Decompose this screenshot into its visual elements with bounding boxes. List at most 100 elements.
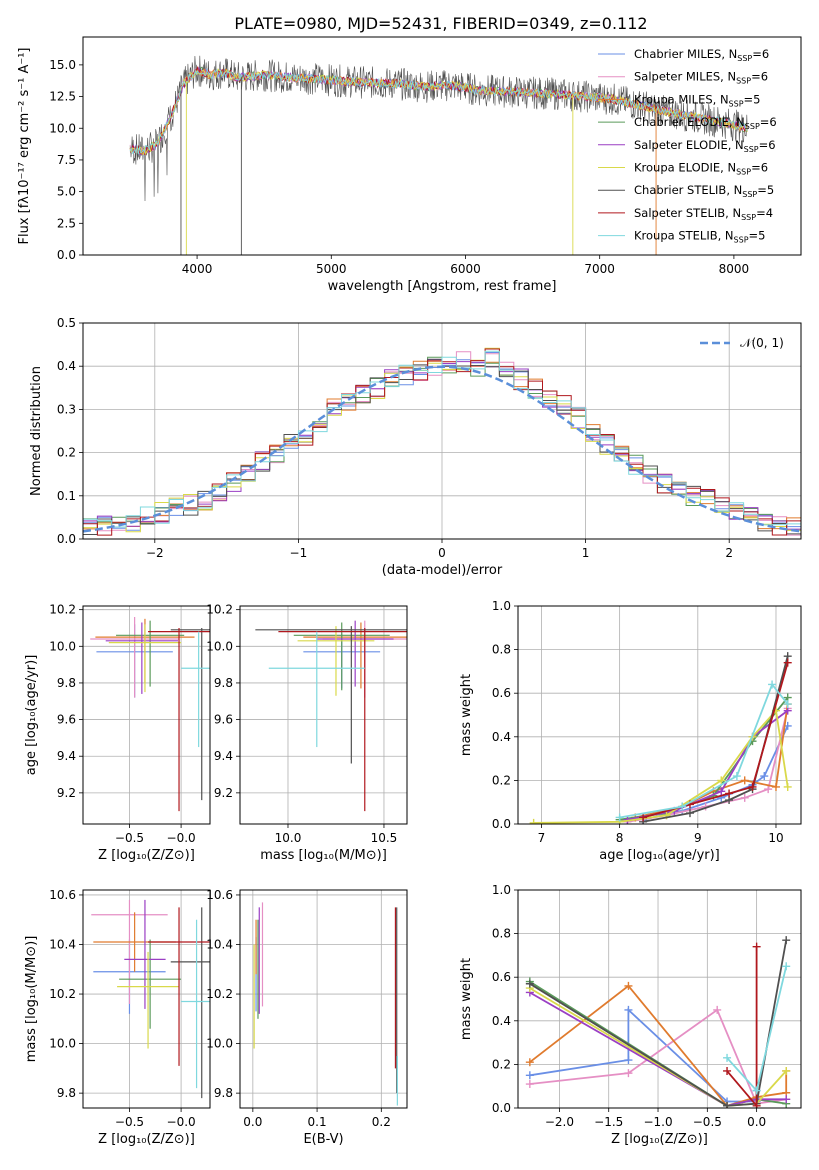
mass-weight-marker	[782, 962, 791, 971]
x-tick-label: −0.5	[115, 831, 144, 845]
mass-weight-marker	[732, 772, 741, 781]
x-tick-label: 0.0	[243, 1115, 262, 1129]
axes-frame	[239, 605, 408, 825]
y-tick-label: 0.2	[492, 773, 511, 787]
y-tick-label: 0.2	[492, 1057, 511, 1071]
y-tick-label: 10.0	[206, 639, 233, 653]
mass-weight-marker	[768, 680, 777, 689]
y-tick-label: 10.2	[206, 987, 233, 1001]
y-tick-label: 0.3	[57, 402, 76, 416]
mass-weight-marker	[783, 658, 792, 667]
mass-weight-marker	[624, 981, 633, 990]
y-tick-label: 10.2	[49, 987, 76, 1001]
legend-entry: Chabrier STELIB, NSSP=5	[634, 183, 774, 199]
mass-vs-metallicity-panel: −0.5 −0.0 9.8 10.0 10.2 10.4 10.6 Z [log₁₀(Z/Z⊙…	[24, 888, 211, 1147]
mass-weight-marker	[740, 776, 749, 785]
y-tick-label: 10.6	[206, 888, 233, 902]
x-axis-label: age [log₁₀(age/yr)]	[599, 848, 720, 863]
mass-weight-line	[529, 939, 788, 1107]
plot-area	[529, 652, 792, 824]
age-vs-metallicity-panel: −0.5 −0.0 9.2 9.4 9.6 9.8 10.0 10.2 Z [log₁₀(Z/Z…	[24, 603, 211, 863]
mass-weight-marker	[529, 818, 538, 824]
legend-entry: Kroupa MILES, NSSP=5	[634, 92, 760, 108]
y-axis-label: mass [log₁₀(M/M⊙)]	[24, 936, 39, 1063]
y-tick-label: 0.0	[492, 1101, 511, 1115]
legend-entry: Kroupa STELIB, NSSP=5	[634, 229, 765, 245]
y-tick-label: 0.8	[492, 643, 511, 657]
y-tick-label: 15.0	[49, 58, 76, 72]
axes-frame	[82, 889, 211, 1109]
mass-vs-ebv-panel: 0.0 0.1 0.2 9.8 10.0 10.2 10.4 10.6 E(B-V)	[206, 888, 408, 1147]
x-tick-label: −0.0	[167, 831, 196, 845]
mass-weight-marker	[752, 942, 761, 951]
spectrum-series-line	[129, 68, 748, 155]
y-tick-label: 0.4	[57, 359, 76, 373]
legend-count: =6	[760, 115, 777, 129]
y-tick-label: 5.0	[57, 185, 76, 199]
figure-title: PLATE=0980, MJD=52431, FIBERID=0349, z=0…	[234, 14, 647, 33]
x-tick-label: −2	[146, 546, 164, 560]
y-tick-label: 9.8	[214, 676, 233, 690]
y-tick-label: 0.0	[57, 248, 76, 262]
x-axis-label: (data-model)/error	[382, 563, 503, 578]
y-tick-label: 0.6	[492, 970, 511, 984]
mass-weight-marker	[782, 936, 791, 945]
y-tick-label: 9.8	[57, 676, 76, 690]
axes-frame	[82, 605, 211, 825]
legend-subscript: SSP	[729, 99, 744, 108]
x-tick-label: −1.0	[643, 1115, 672, 1129]
legend-count: =6	[759, 138, 776, 152]
mass-weight-marker	[717, 787, 726, 796]
residual-histogram	[83, 350, 801, 528]
x-tick-label: −0.5	[693, 1115, 722, 1129]
mass-weight-marker	[752, 1086, 761, 1095]
y-tick-label: 0.0	[492, 817, 511, 831]
legend-count: =6	[751, 161, 768, 175]
y-tick-label: 9.8	[214, 1086, 233, 1100]
x-tick-label: 5000	[316, 262, 347, 276]
mass-weight-marker	[740, 793, 749, 802]
y-tick-label: 9.6	[57, 713, 76, 727]
mass-weight-marker	[764, 785, 773, 794]
mass-weight-line	[533, 708, 789, 824]
x-tick-label: 6000	[450, 262, 481, 276]
y-tick-label: 0.4	[492, 1014, 511, 1028]
y-tick-label: 1.0	[492, 883, 511, 897]
plot-area	[90, 616, 210, 812]
mass-weight-marker	[752, 1101, 761, 1108]
mass-weight-line	[529, 991, 787, 1107]
y-tick-label: 10.2	[206, 603, 233, 617]
mass-weight-marker	[782, 1066, 791, 1075]
x-axis-label: E(B-V)	[303, 1132, 343, 1147]
x-tick-label: 8	[616, 831, 624, 845]
y-tick-label: 2.5	[57, 216, 76, 230]
legend-count: =6	[751, 70, 768, 84]
x-tick-label: 0.1	[308, 1115, 327, 1129]
x-tick-label: 1	[582, 546, 590, 560]
mass-weight-marker	[624, 1005, 633, 1014]
y-tick-label: 10.0	[49, 1037, 76, 1051]
x-axis-label: Z [log₁₀(Z/Z⊙)]	[98, 848, 195, 863]
normal-curve	[83, 365, 801, 533]
x-tick-label: 7000	[584, 262, 615, 276]
y-tick-label: 0.0	[57, 532, 76, 546]
x-tick-label: 7	[538, 831, 546, 845]
y-tick-label: 10.2	[49, 603, 76, 617]
axes-frame	[517, 605, 802, 825]
mass-weight-marker	[725, 789, 734, 798]
x-axis-label: Z [log₁₀(Z/Z⊙)]	[98, 1132, 195, 1147]
y-tick-label: 10.6	[49, 888, 76, 902]
x-tick-label: −0.0	[167, 1115, 196, 1129]
mass-weight-marker	[615, 813, 624, 822]
legend-entry: Salpeter MILES, NSSP=6	[634, 70, 768, 86]
y-tick-label: 9.2	[57, 786, 76, 800]
y-tick-label: 10.0	[206, 1037, 233, 1051]
y-tick-label: 10.4	[49, 938, 76, 952]
mass-weight-marker	[723, 1066, 732, 1075]
legend-count: =5	[749, 229, 766, 243]
mass-weight-marker	[525, 1080, 534, 1089]
mass-weight-marker	[782, 1095, 791, 1104]
y-axis-label: mass weight	[459, 674, 474, 756]
mass-weight-marker	[624, 1069, 633, 1078]
